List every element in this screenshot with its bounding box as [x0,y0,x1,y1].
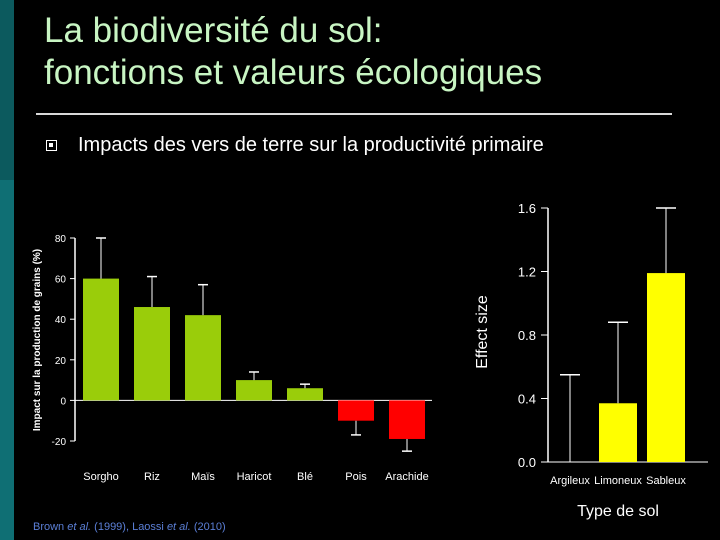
chart1-y-tick-label-1: 0 [60,396,66,407]
chart1-x-label-0: Sorgho [83,471,118,483]
chart1-y-tick-label-4: 60 [55,275,67,286]
chart1-x-label-2: Maïs [191,471,215,483]
chart2-y-tick-label-0: 0.0 [518,455,536,470]
chart1-x-label-4: Blé [297,471,313,483]
citation-etal-2: et al. [166,521,191,533]
chart1-y-tick-label-2: 20 [55,356,67,367]
chart2-x-label-2: Sableux [646,475,686,487]
chart1-bar-0 [83,278,119,401]
chart2-bar-2 [647,273,685,462]
slide-title: La biodiversité du sol: fonctions et val… [44,10,704,94]
chart2-x-axis-label: Type de sol [577,503,659,520]
chart1-bar-2 [185,315,221,401]
chart2-y-tick-label-1: 0.4 [518,392,536,407]
slide-title-line2: fonctions et valeurs écologiques [44,53,543,92]
chart2-x-label-1: Limoneux [594,475,642,487]
decorative-side-bar [0,0,14,540]
chart1-y-tick-label-0: -20 [52,437,67,448]
chart2-y-tick-label-4: 1.6 [518,201,536,216]
chart1-y-tick-label-3: 40 [55,315,67,326]
chart1-bar-1 [134,307,170,401]
chart2-bar-1 [599,403,637,462]
slide-title-line1: La biodiversité du sol: [44,11,383,50]
chart2-x-label-0: Argileux [550,475,590,487]
decorative-side-bar-upper [0,0,14,180]
bullet-square-icon [46,140,57,151]
citation-year-1: (1999), Laossi [91,521,167,533]
citation-authors-1: Brown [33,521,68,533]
title-divider [36,113,672,115]
chart1-x-label-1: Riz [144,471,160,483]
citation: Brown et al. (1999), Laossi et al. (2010… [33,521,226,533]
chart1-bar-3 [236,380,272,401]
chart1-bar-4 [287,388,323,401]
chart2-y-tick-label-2: 0.8 [518,328,536,343]
chart2-y-axis-label: Effect size [474,295,491,369]
chart1-x-label-3: Haricot [237,471,272,483]
chart1-y-tick-label-5: 80 [55,234,67,245]
citation-year-2: (2010) [190,521,226,533]
chart1-bar-5 [338,400,374,421]
citation-etal-1: et al. [67,521,92,533]
bullet-text: Impacts des vers de terre sur la product… [78,134,544,156]
chart1-y-axis-label: Impact sur la production de grains (%) [32,249,43,431]
chart1-x-label-6: Arachide [385,471,428,483]
chart2-y-tick-label-3: 1.2 [518,265,536,280]
chart1-bar-6 [389,400,425,439]
chart1-x-label-5: Pois [345,471,367,483]
